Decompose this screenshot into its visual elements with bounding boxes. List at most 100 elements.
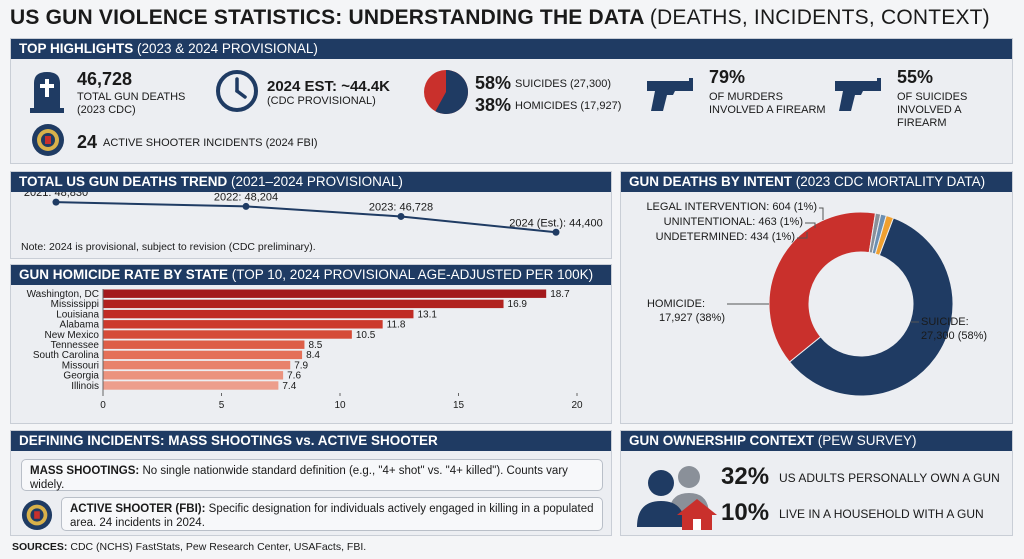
donut-value-suicide: 27,300 (58%) (921, 330, 987, 342)
homicides-label: HOMICIDES (17,927) (515, 100, 622, 112)
bar-category-label: New Mexico (45, 330, 100, 341)
donut-label-legal-intervention: LEGAL INTERVENTION: 604 (1%) (646, 201, 817, 213)
bar-value-label: 11.8 (387, 320, 406, 331)
trend-point-label: 2021: 48,830 (24, 192, 88, 199)
bar-value-label: 8.4 (306, 350, 320, 361)
sources-text: CDC (NCHS) FastStats, Pew Research Cente… (70, 541, 367, 553)
suicides-label: SUICIDES (27,300) (515, 78, 611, 90)
trend-point (397, 212, 405, 220)
household-gun-pct: 10% (721, 499, 770, 526)
state-bar (103, 350, 303, 360)
bar-category-label: Washington, DC (27, 289, 99, 300)
bar-category-label: Louisiana (56, 309, 99, 320)
trend-point (242, 202, 250, 210)
state-heading: GUN HOMICIDE RATE BY STATE (TOP 10, 2024… (11, 265, 611, 285)
intent-panel: GUN DEATHS BY INTENT (2023 CDC MORTALITY… (620, 171, 1013, 424)
intent-heading: GUN DEATHS BY INTENT (2023 CDC MORTALITY… (621, 172, 1012, 192)
page-title: US GUN VIOLENCE STATISTICS: UNDERSTANDIN… (10, 6, 990, 30)
trend-note: Note: 2024 is provisional, subject to re… (21, 241, 316, 253)
suicides-pct: 58% (475, 73, 512, 93)
active-shooter-value: 24 (77, 132, 98, 152)
state-bar (103, 330, 352, 339)
state-bar (103, 289, 547, 298)
donut-slice (788, 217, 954, 397)
suicides-firearm-label-2: INVOLVED A FIREARM (897, 104, 961, 129)
state-bar (103, 371, 284, 380)
bar-value-label: 13.1 (417, 309, 437, 320)
trend-point-label: 2022: 48,204 (214, 192, 278, 203)
donut-slice (768, 211, 877, 363)
fbi-seal-icon (21, 499, 53, 531)
donut-leader-line (819, 207, 824, 220)
state-bar (103, 309, 414, 319)
trend-point-label: 2023: 46,728 (369, 201, 433, 213)
fbi-seal-icon (32, 124, 64, 156)
highlights-panel: TOP HIGHLIGHTS (2023 & 2024 PROVISIONAL)… (10, 38, 1013, 164)
est-2024-value: 2024 EST: ~44.4K (267, 78, 390, 95)
total-deaths-value: 46,728 (77, 69, 133, 89)
state-bar (103, 299, 504, 309)
total-deaths-label: TOTAL GUN DEATHS (77, 91, 186, 103)
state-bar (103, 360, 291, 370)
incidents-panel: DEFINING INCIDENTS: MASS SHOOTINGS vs. A… (10, 430, 612, 536)
bar-category-label: Missouri (62, 360, 99, 371)
pie-icon-suicide-slice (435, 70, 468, 114)
highlights-heading: TOP HIGHLIGHTS (2023 & 2024 PROVISIONAL) (11, 39, 1012, 59)
donut-label-homicide: HOMICIDE: (647, 298, 705, 310)
title-sub: (DEATHS, INCIDENTS, CONTEXT) (649, 6, 990, 29)
state-bar-chart: Washington, DC 18.7 Mississippi 16.9 Louisia… (27, 289, 583, 411)
bar-x-tick-label: 20 (571, 400, 583, 411)
mass-shootings-box: MASS SHOOTINGS: No single nationwide sta… (21, 459, 603, 491)
donut-slice (874, 214, 895, 256)
sources-line: SOURCES: CDC (NCHS) FastStats, Pew Resea… (12, 541, 366, 553)
active-shooter-title: ACTIVE SHOOTER (FBI): (70, 503, 206, 515)
intent-donut-chart: SUICIDE: 27,300 (58%) HOMICIDE: 17,927 (38%… (646, 201, 987, 397)
state-panel: GUN HOMICIDE RATE BY STATE (TOP 10, 2024… (10, 264, 612, 424)
murders-firearm-pct: 79% (709, 67, 746, 87)
donut-leader-line (805, 222, 816, 228)
suicides-firearm-label-1: OF SUICIDES (897, 91, 968, 103)
sources-label: SOURCES: (12, 541, 68, 553)
trend-heading: TOTAL US GUN DEATHS TREND (2021–2024 PRO… (11, 172, 611, 192)
trend-point (552, 228, 560, 236)
suicides-firearm-pct: 55% (897, 67, 934, 87)
bar-x-tick-label: 15 (453, 400, 465, 411)
bar-x-tick-label: 10 (334, 400, 346, 411)
trend-series-line (55, 201, 557, 234)
bar-x-tick-label: 0 (100, 400, 106, 411)
active-shooter-box: ACTIVE SHOOTER (FBI): Specific designati… (61, 497, 603, 531)
bar-x-tick-label: 5 (219, 400, 225, 411)
incidents-heading: DEFINING INCIDENTS: MASS SHOOTINGS vs. A… (11, 431, 611, 451)
trend-line-chart: 2021: 48,830 2022: 48,204 2023: 46,728 2024… (24, 192, 603, 236)
donut-label-suicide: SUICIDE: (921, 316, 969, 328)
bar-value-label: 7.4 (282, 381, 296, 392)
ownership-heading: GUN OWNERSHIP CONTEXT (PEW SURVEY) (621, 431, 1012, 451)
donut-leader-line (797, 232, 808, 239)
donut-label-unintentional: UNINTENTIONAL: 463 (1%) (664, 216, 803, 228)
people-house-icon (637, 466, 717, 530)
est-2024-source: (CDC PROVISIONAL) (267, 95, 376, 107)
own-gun-label: US ADULTS PERSONALLY OWN A GUN (779, 471, 1000, 485)
bar-category-label: Mississippi (51, 299, 99, 310)
active-shooter-text: Specific designation for individuals act… (70, 503, 594, 529)
bar-value-label: 16.9 (508, 299, 528, 310)
bar-value-label: 8.5 (308, 340, 322, 351)
bar-category-label: Tennessee (51, 340, 100, 351)
bar-category-label: Illinois (71, 381, 99, 392)
total-deaths-source: (2023 CDC) (77, 104, 136, 116)
bar-category-label: Georgia (63, 371, 99, 382)
household-gun-label: LIVE IN A HOUSEHOLD WITH A GUN (779, 507, 984, 521)
trend-panel: TOTAL US GUN DEATHS TREND (2021–2024 PRO… (10, 171, 612, 259)
active-shooter-label: ACTIVE SHOOTER INCIDENTS (2024 FBI) (103, 137, 318, 149)
state-bar (103, 381, 279, 390)
bar-value-label: 7.9 (294, 360, 308, 371)
mass-shootings-title: MASS SHOOTINGS: (30, 465, 140, 477)
pistol-icon (835, 78, 881, 111)
trend-point-label: 2024 (Est.): 44,400 (509, 217, 603, 229)
donut-value-homicide: 17,927 (38%) (659, 312, 725, 324)
bar-value-label: 10.5 (356, 330, 376, 341)
state-bar (103, 320, 383, 329)
own-gun-pct: 32% (721, 463, 770, 490)
bar-category-label: Alabama (60, 320, 100, 331)
suicide-homicide-pie-icon (424, 70, 468, 114)
